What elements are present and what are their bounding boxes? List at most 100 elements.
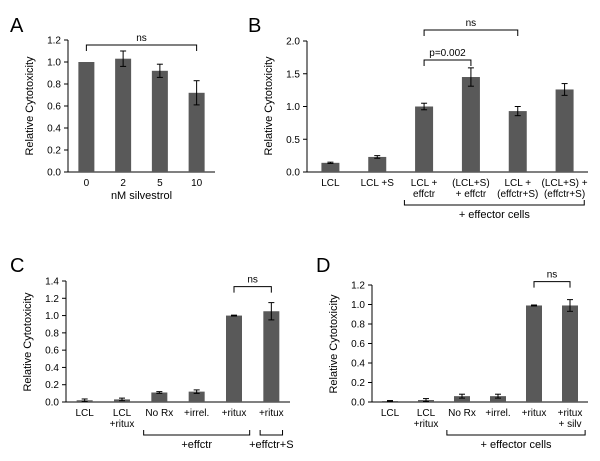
- panel-c-y-axis-title: Relative Cytotoxicity: [22, 292, 34, 392]
- panel-c-y-tick-label: 0.8: [45, 328, 59, 339]
- panel-c-bar: [226, 315, 242, 402]
- panel-a-x-axis-title: nM silvestrol: [111, 190, 172, 202]
- panel-a-category-label: 5: [157, 178, 163, 189]
- panel-a-y-tick-label: 0.8: [47, 80, 61, 91]
- panel-c-category-label: +irrel.: [184, 408, 209, 419]
- panel-d-bar: [526, 305, 542, 402]
- panel-b-significance-bracket: [423, 29, 519, 36]
- panel-d-category-label: LCL: [381, 408, 400, 419]
- panel-c-category-label: LCL: [75, 408, 94, 419]
- panel-d-y-tick-label: 0.0: [351, 398, 365, 409]
- panel-c-bar: [151, 392, 168, 402]
- panel-a-y-tick-label: 1.0: [47, 58, 61, 69]
- panel-a-y-tick-label: 0.6: [47, 102, 61, 113]
- panel-c-category-label: LCL: [113, 408, 132, 419]
- panel-b-bar: [415, 106, 434, 172]
- panel-a-y-tick-label: 0.2: [47, 146, 61, 157]
- panel-b-significance-bracket: [423, 59, 472, 66]
- panel-a-y-tick-label: 0.4: [47, 124, 61, 135]
- panel-b-bar: [321, 162, 340, 172]
- panel-d-category-label: +ritux: [414, 419, 439, 430]
- panel-a-y-axis-title: Relative Cytotoxicity: [24, 56, 36, 156]
- panel-b-category-label: effctr: [413, 189, 436, 200]
- panel-b-y-tick-label: 0.0: [286, 168, 300, 179]
- panel-c-group-label: +effctr: [181, 439, 212, 451]
- panel-d-category-label: LCL: [417, 408, 436, 419]
- panel-b-category-label: (LCL+S): [452, 178, 490, 189]
- panel-c-significance-label: ns: [247, 275, 258, 286]
- chart-panel-b: 0.0 0.5 1.0 1.5 2.0 Relative Cytotoxicity LCL L…: [263, 18, 588, 221]
- panel-a-y-tick-label: 0.0: [47, 168, 61, 179]
- panel-b-bar: [461, 77, 480, 172]
- panel-d-group-bracket: [446, 430, 586, 436]
- panel-c-group-label: +effctr+S: [249, 439, 293, 451]
- panel-label-c: C: [10, 255, 24, 277]
- panel-c-y-tick-label: 0.6: [45, 346, 59, 357]
- panel-d-category-label: +ritux: [558, 408, 583, 419]
- panel-a-significance-bracket: [85, 44, 198, 51]
- panel-b-category-label: (effctr+S): [497, 189, 538, 200]
- panel-c-significance-bracket: [233, 286, 272, 293]
- panel-d-category-label: + silv: [558, 419, 581, 430]
- chart-panel-d: 0.0 0.2 0.4 0.6 0.8 1.0 1.2 Relative Cytotoxici…: [328, 270, 588, 451]
- panel-b-y-tick-label: 1.5: [286, 69, 300, 80]
- panel-c-category-label: +ritux: [110, 419, 135, 430]
- panel-b-bar: [508, 111, 527, 172]
- panel-d-y-tick-label: 0.2: [351, 378, 365, 389]
- panel-b-category-label: LCL +: [504, 178, 531, 189]
- panel-b-y-axis-title: Relative Cytotoxicity: [263, 56, 275, 156]
- panel-a-y-tick-label: 1.2: [47, 36, 61, 47]
- panel-d-y-tick-label: 0.6: [351, 339, 365, 350]
- panel-b-category-label: (LCL+S) +: [542, 178, 588, 189]
- panel-c-group-bracket: [259, 430, 284, 436]
- chart-panel-a: 0.0 0.2 0.4 0.6 0.8 1.0 1.2 Relative Cytotoxici…: [24, 33, 215, 202]
- panel-b-y-tick-label: 2.0: [286, 37, 300, 48]
- panel-a-category-label: 10: [191, 178, 203, 189]
- panel-c-y-tick-label: 0.0: [45, 398, 59, 409]
- panel-d-bar: [454, 396, 470, 402]
- panel-label-d: D: [316, 255, 330, 277]
- panel-c-y-tick-label: 1.0: [45, 311, 59, 322]
- panel-d-y-tick-label: 1.2: [351, 281, 365, 292]
- panel-d-y-axis-title: Relative Cytotoxicity: [328, 294, 340, 394]
- panel-c-y-tick-label: 0.4: [45, 363, 59, 374]
- panel-b-group-bracket: [403, 200, 585, 206]
- panel-b-group-label: + effector cells: [459, 209, 531, 221]
- panel-c-category-label: +ritux: [259, 408, 284, 419]
- panel-b-y-tick-label: 1.0: [286, 102, 300, 113]
- panel-c-bar: [263, 311, 280, 402]
- panel-b-category-label: LCL +S: [361, 178, 395, 189]
- panel-c-category-label: +ritux: [222, 408, 247, 419]
- panel-a-category-label: 2: [120, 178, 126, 189]
- panel-b-significance-label: ns: [466, 18, 477, 29]
- panel-d-category-label: +irrel.: [485, 408, 510, 419]
- panel-c-bar: [188, 391, 205, 402]
- panel-c-group-bracket: [143, 430, 251, 436]
- panel-a-bar: [151, 70, 168, 172]
- panel-a-bar: [188, 92, 205, 172]
- panel-d-category-label: No Rx: [448, 408, 476, 419]
- panel-b-significance-label: p=0.002: [429, 48, 466, 59]
- panel-d-y-tick-label: 0.8: [351, 320, 365, 331]
- panel-b-y-tick-label: 0.5: [286, 135, 300, 146]
- panel-b-bar: [555, 89, 574, 172]
- panel-label-b: B: [248, 15, 261, 37]
- panel-a-bar: [78, 62, 95, 172]
- panel-c-y-tick-label: 1.2: [45, 294, 59, 305]
- panel-a-category-label: 0: [84, 178, 90, 189]
- panel-d-significance-label: ns: [547, 270, 558, 281]
- panel-d-y-tick-label: 0.4: [351, 359, 365, 370]
- panel-b-category-label: (effctr+S): [544, 189, 585, 200]
- panel-d-significance-bracket: [533, 281, 571, 288]
- panel-b-category-label: + effctr: [456, 189, 487, 200]
- panel-d-category-label: +ritux: [522, 408, 547, 419]
- panel-d-group-label: + effector cells: [480, 439, 552, 451]
- panel-b-bar: [368, 156, 387, 172]
- panel-c-y-tick-label: 1.4: [45, 277, 59, 288]
- panel-d-bar: [490, 396, 506, 402]
- panel-label-a: A: [10, 15, 24, 37]
- panel-d-y-tick-label: 1.0: [351, 300, 365, 311]
- panel-d-bar: [562, 305, 578, 402]
- panel-a-bar: [115, 58, 132, 173]
